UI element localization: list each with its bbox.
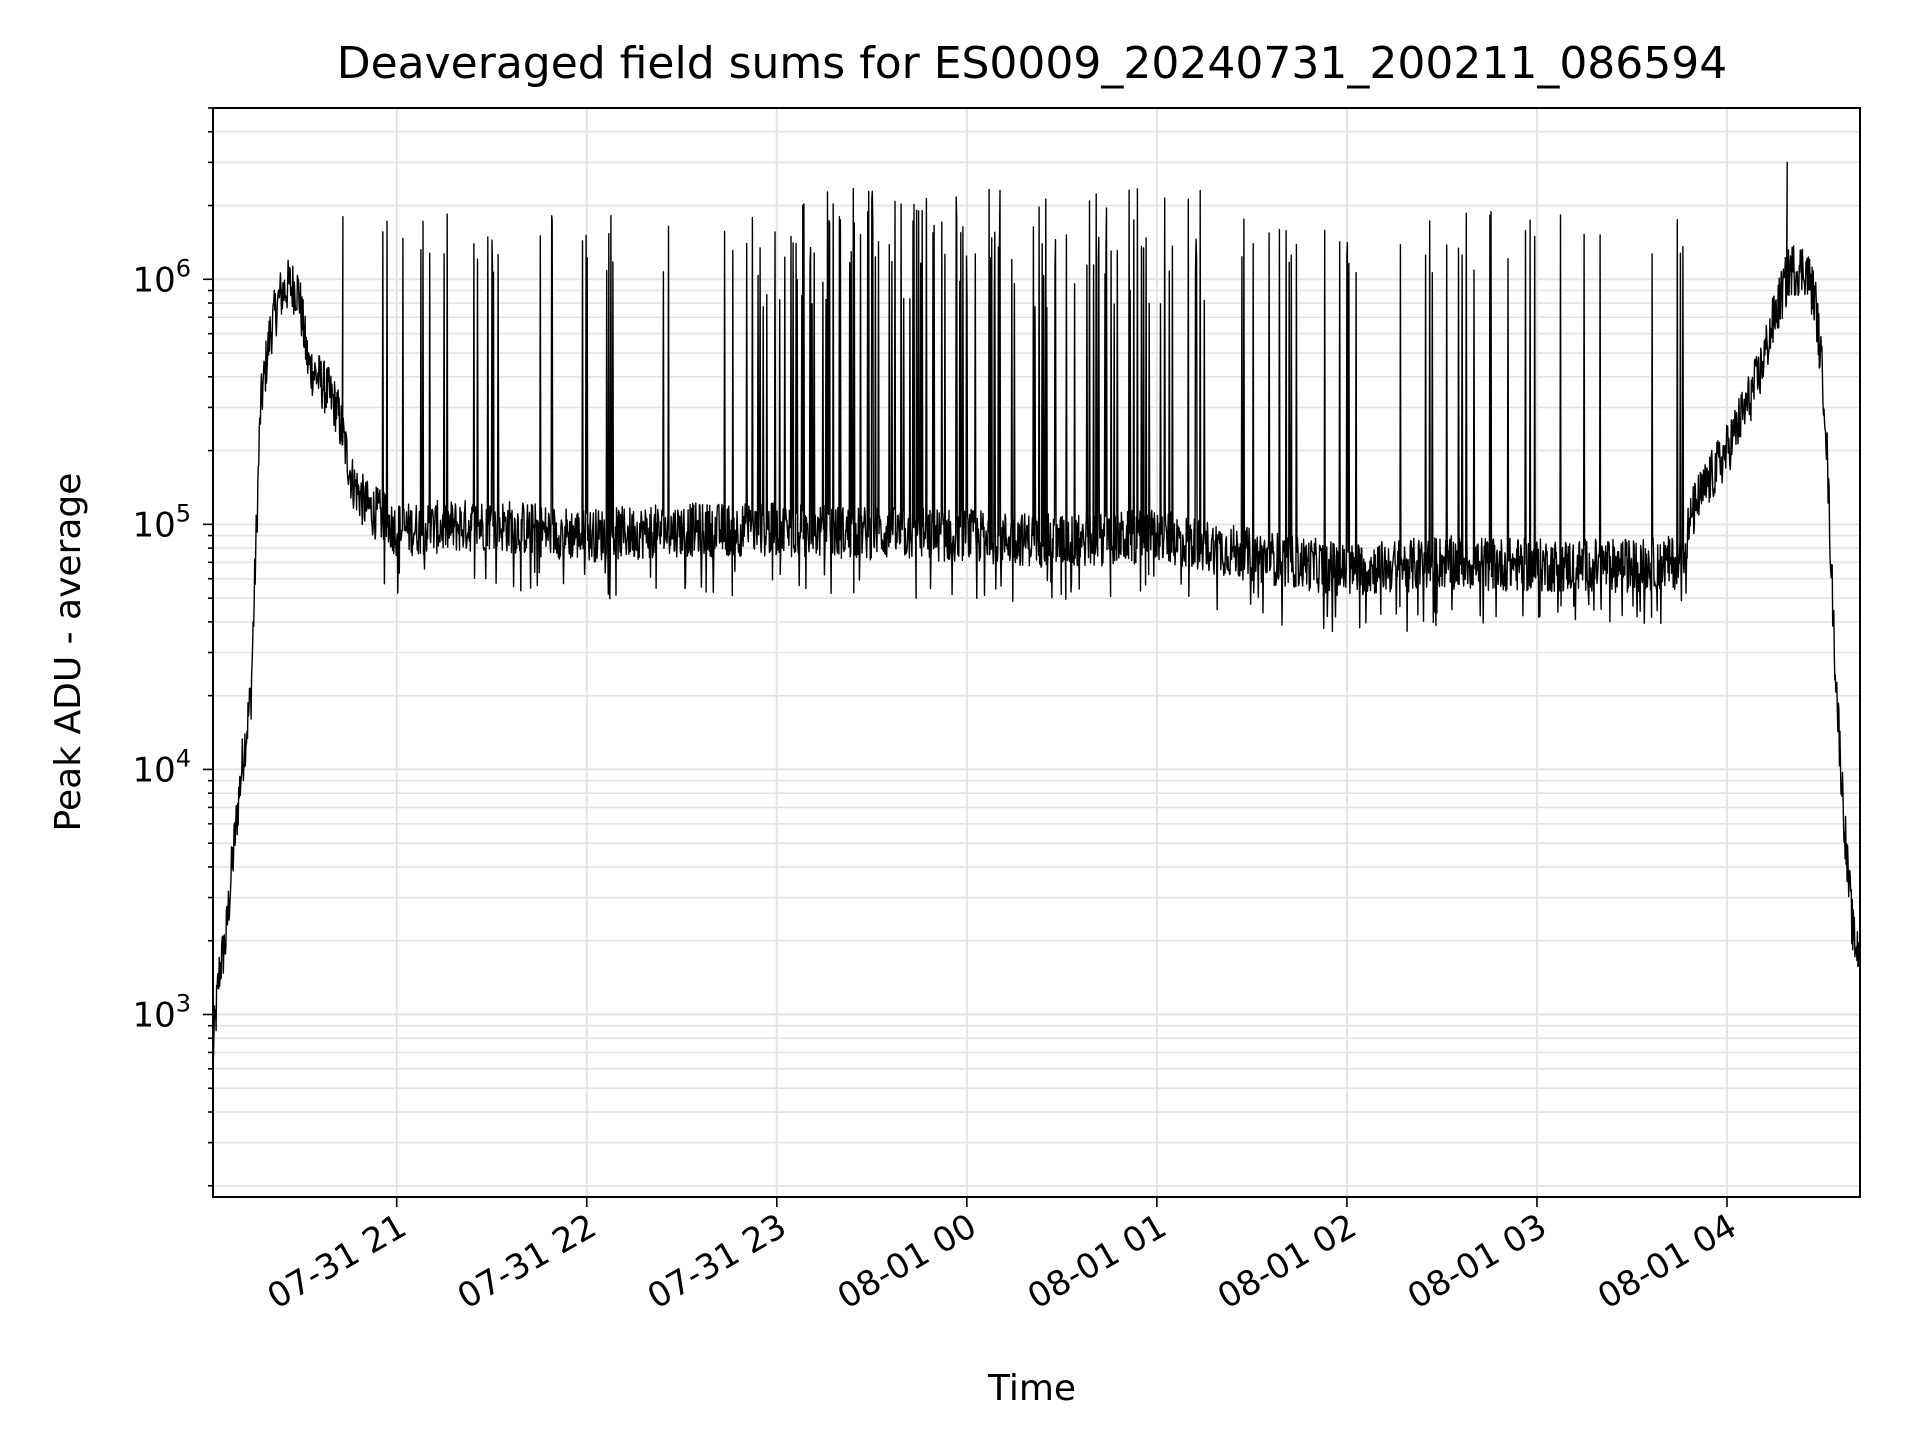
y-tick-exponent: 6 [176, 254, 191, 282]
y-tick-label: 104 [132, 744, 191, 790]
y-tick-label: 106 [132, 254, 191, 300]
x-axis-label: Time [987, 1368, 1076, 1409]
plot-area [212, 161, 1861, 1058]
chart-title: Deaveraged field sums for ES0009_2024073… [337, 38, 1728, 89]
y-axis-label: Peak ADU - average [48, 473, 89, 832]
series-line [212, 161, 1861, 1058]
y-tick-label: 103 [132, 989, 191, 1035]
y-tick-exponent: 3 [176, 989, 191, 1017]
y-tick-exponent: 5 [176, 499, 191, 527]
y-tick-base: 10 [132, 995, 175, 1035]
y-tick-exponent: 4 [176, 744, 191, 772]
y-tick-base: 10 [132, 750, 175, 790]
y-tick-label: 105 [132, 499, 191, 545]
y-tick-base: 10 [132, 505, 175, 545]
grid [213, 107, 1860, 1197]
y-tick-base: 10 [132, 260, 175, 300]
